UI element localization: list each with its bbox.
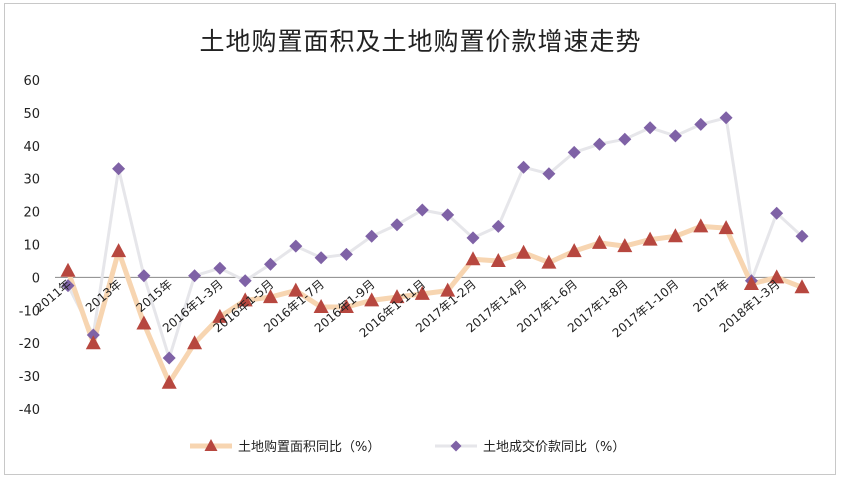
legend-marker	[204, 439, 218, 451]
y-axis-ticks: 60 50 40 30 20 10 0 -10 -20 -30 -40	[19, 74, 40, 418]
data-point	[593, 137, 606, 151]
series-line-0	[65, 223, 803, 386]
data-point	[770, 206, 784, 220]
y-tick-label: -40	[19, 403, 40, 418]
data-point	[237, 292, 253, 307]
data-point	[465, 251, 481, 266]
data-point	[187, 335, 203, 350]
data-point	[263, 289, 278, 304]
series-lines	[65, 116, 804, 386]
legend: 土地购置面积同比（%） 土地成交价款同比（%）	[190, 439, 625, 455]
legend-label: 土地成交价款同比（%）	[483, 439, 625, 455]
data-point	[289, 239, 303, 253]
data-point	[668, 129, 682, 143]
legend-marker	[450, 440, 462, 452]
y-tick-label: -20	[19, 337, 40, 352]
data-point	[238, 274, 252, 288]
data-point	[517, 160, 531, 174]
data-point	[60, 262, 76, 277]
chart-frame	[4, 3, 836, 475]
data-point	[188, 269, 202, 283]
y-tick-label: 40	[23, 140, 40, 155]
data-point	[617, 238, 633, 253]
data-point	[541, 254, 557, 269]
data-point	[111, 243, 127, 258]
data-point	[389, 289, 405, 304]
data-point	[440, 282, 456, 297]
data-point	[795, 229, 809, 243]
data-point	[313, 299, 329, 313]
data-point	[592, 234, 607, 249]
data-point	[212, 308, 228, 323]
data-point	[794, 279, 810, 294]
data-point	[542, 167, 556, 181]
data-point	[288, 282, 304, 297]
data-point	[365, 229, 379, 243]
y-tick-label: 50	[23, 107, 40, 122]
legend-label: 土地购置面积同比（%）	[238, 439, 380, 455]
data-point	[490, 253, 506, 267]
data-point	[136, 315, 152, 330]
chart-title: 土地购置面积及土地购置价款增速走势	[199, 27, 642, 56]
data-point	[516, 244, 532, 259]
data-point	[667, 228, 683, 243]
data-point	[137, 269, 151, 283]
y-tick-label: 30	[23, 173, 40, 188]
data-point	[339, 247, 353, 261]
series-markers	[60, 111, 810, 389]
data-point	[85, 335, 101, 350]
data-point	[441, 208, 455, 222]
y-tick-label: 10	[23, 239, 40, 254]
data-point	[491, 219, 505, 233]
data-point	[364, 292, 380, 307]
data-point	[694, 117, 708, 131]
data-point	[86, 328, 100, 342]
data-point	[112, 162, 126, 176]
data-point	[466, 231, 480, 245]
data-point	[213, 261, 227, 275]
data-point	[693, 218, 709, 233]
y-tick-label: 0	[32, 271, 40, 286]
x-tick-label: 2017年	[690, 277, 732, 315]
data-point	[338, 299, 354, 313]
data-point	[618, 132, 632, 146]
data-point	[566, 243, 582, 258]
data-point	[61, 279, 75, 293]
data-point	[743, 276, 759, 290]
y-tick-label: -10	[19, 304, 40, 319]
y-tick-label: -30	[19, 370, 40, 385]
data-point	[718, 220, 734, 235]
y-tick-label: 60	[23, 74, 40, 89]
data-point	[314, 251, 328, 265]
data-point	[162, 351, 176, 365]
data-point	[415, 203, 429, 217]
data-point	[414, 285, 430, 300]
data-point	[264, 257, 277, 271]
y-tick-label: 20	[23, 206, 40, 221]
data-point	[719, 111, 733, 125]
data-point	[643, 121, 657, 135]
data-point	[769, 269, 785, 284]
data-point	[642, 231, 658, 246]
data-point	[390, 218, 404, 232]
data-point	[567, 145, 581, 159]
data-point	[161, 374, 177, 389]
